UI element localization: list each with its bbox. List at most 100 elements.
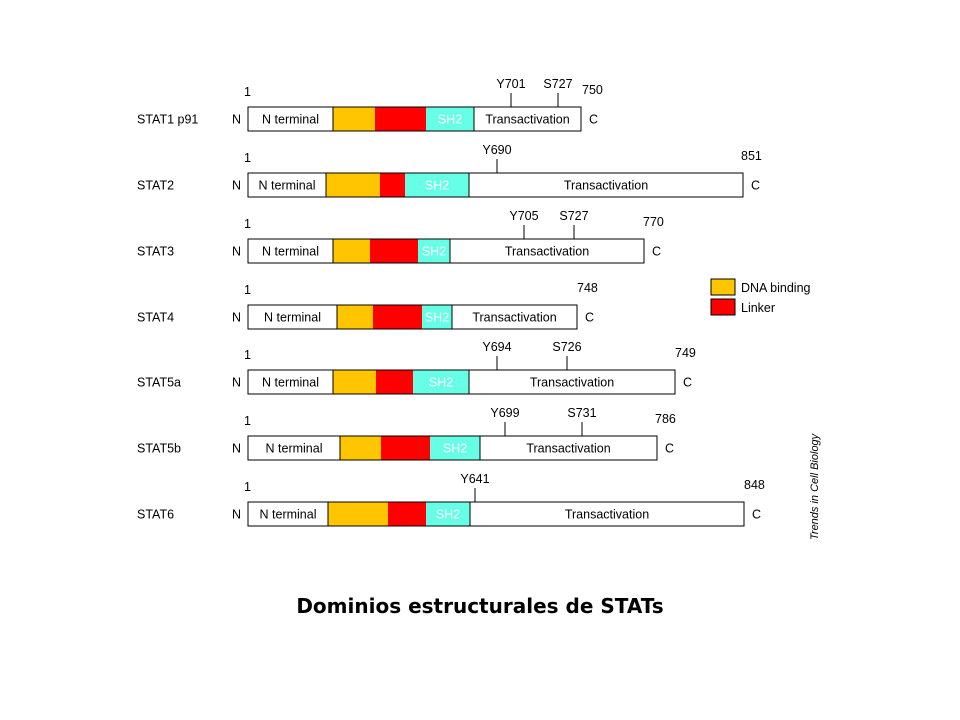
- linker-domain: [373, 305, 422, 329]
- dna-binding-domain: [333, 370, 376, 394]
- transactivation-domain: [469, 173, 743, 197]
- transactivation-domain: [470, 502, 744, 526]
- protein-row-stat5b: STAT5b N C 1 786 N terminal SH2 Transactivation…: [137, 406, 676, 461]
- protein-outline: [247, 106, 582, 132]
- linker-domain: [370, 239, 418, 263]
- n-terminus-label: N: [232, 245, 241, 259]
- dna-binding-domain: [340, 436, 381, 460]
- phosphorylation-site-label: Y705: [509, 209, 538, 223]
- phosphorylation-site-label: S727: [559, 209, 588, 223]
- protein-row-stat5a: STAT5a N C 1 749 N terminal SH2 Transactivation…: [137, 340, 696, 395]
- start-residue: 1: [244, 480, 251, 494]
- n-terminal-domain: [248, 173, 326, 197]
- start-residue: 1: [244, 217, 251, 231]
- journal-credit: Trends in Cell Biology: [809, 432, 821, 540]
- n-terminal-domain: [248, 436, 340, 460]
- transactivation-label: Transactivation: [565, 508, 649, 522]
- length-residue: 750: [582, 83, 603, 97]
- n-terminal-domain: [248, 305, 337, 329]
- sh2-label: SH2: [429, 376, 453, 390]
- length-residue: 748: [577, 281, 598, 295]
- n-terminal-domain: [248, 239, 333, 263]
- protein-outline: [247, 238, 645, 264]
- c-terminus-label: C: [683, 376, 692, 390]
- linker-domain: [375, 107, 426, 131]
- protein-row-stat2: STAT2 N C 1 851 N terminal SH2 Transactivation Y…: [137, 143, 762, 198]
- n-terminal-label: N terminal: [264, 311, 321, 325]
- legend-label-linker: Linker: [741, 301, 775, 315]
- protein-rows: STAT1 p91 N C 1 750 N terminal SH2 Transactivat…: [137, 77, 765, 527]
- phosphorylation-site-label: S727: [543, 77, 572, 91]
- c-terminus-label: C: [752, 508, 761, 522]
- phosphorylation-site-label: Y690: [482, 143, 511, 157]
- sh2-label: SH2: [443, 442, 467, 456]
- transactivation-domain: [474, 107, 581, 131]
- n-terminal-label: N terminal: [262, 113, 319, 127]
- sh2-label: SH2: [436, 508, 460, 522]
- n-terminus-label: N: [232, 508, 241, 522]
- n-terminal-label: N terminal: [262, 376, 319, 390]
- dna-binding-domain: [328, 502, 388, 526]
- start-residue: 1: [244, 414, 251, 428]
- transactivation-label: Transactivation: [526, 442, 610, 456]
- protein-name: STAT5a: [137, 376, 181, 390]
- legend-swatch-linker: [710, 298, 736, 316]
- sh2-label: SH2: [425, 311, 449, 325]
- n-terminal-label: N terminal: [260, 508, 317, 522]
- dna-binding-domain: [333, 239, 370, 263]
- legend: DNA binding Linker: [710, 278, 811, 316]
- n-terminus-label: N: [232, 442, 241, 456]
- c-terminus-label: C: [652, 245, 661, 259]
- n-terminal-domain: [248, 502, 328, 526]
- transactivation-domain: [450, 239, 644, 263]
- n-terminal-domain: [248, 107, 333, 131]
- protein-name: STAT1 p91: [137, 113, 198, 127]
- sh2-domain: [413, 370, 469, 394]
- protein-outline: [247, 435, 658, 461]
- phosphorylation-site-label: S726: [552, 340, 581, 354]
- protein-outline: [247, 501, 745, 527]
- transactivation-label: Transactivation: [472, 311, 556, 325]
- linker-domain: [376, 370, 413, 394]
- c-terminus-label: C: [585, 311, 594, 325]
- protein-name: STAT6: [137, 508, 174, 522]
- start-residue: 1: [244, 85, 251, 99]
- transactivation-domain: [480, 436, 657, 460]
- sh2-domain: [422, 305, 452, 329]
- n-terminus-label: N: [232, 113, 241, 127]
- phosphorylation-site-label: Y641: [460, 472, 489, 486]
- phosphorylation-site-label: S731: [567, 406, 596, 420]
- linker-domain: [380, 173, 405, 197]
- protein-name: STAT5b: [137, 442, 181, 456]
- n-terminus-label: N: [232, 179, 241, 193]
- dna-binding-domain: [333, 107, 375, 131]
- sh2-domain: [418, 239, 450, 263]
- linker-domain: [388, 502, 426, 526]
- length-residue: 770: [643, 215, 664, 229]
- dna-binding-domain: [326, 173, 380, 197]
- start-residue: 1: [244, 348, 251, 362]
- phosphorylation-site-label: Y701: [496, 77, 525, 91]
- sh2-label: SH2: [425, 179, 449, 193]
- n-terminus-label: N: [232, 311, 241, 325]
- figure-caption: Dominios estructurales de STATs: [296, 594, 664, 618]
- dna-binding-domain: [337, 305, 373, 329]
- n-terminal-label: N terminal: [259, 179, 316, 193]
- protein-row-stat6: STAT6 N C 1 848 N terminal SH2 Transactivation Y…: [137, 472, 765, 527]
- phosphorylation-site-label: Y699: [490, 406, 519, 420]
- transactivation-label: Transactivation: [564, 179, 648, 193]
- transactivation-label: Transactivation: [485, 113, 569, 127]
- start-residue: 1: [244, 151, 251, 165]
- n-terminal-domain: [248, 370, 333, 394]
- length-residue: 786: [655, 412, 676, 426]
- sh2-domain: [426, 502, 470, 526]
- protein-name: STAT4: [137, 311, 174, 325]
- length-residue: 749: [675, 346, 696, 360]
- legend-swatch-dna-binding: [710, 278, 736, 296]
- transactivation-label: Transactivation: [530, 376, 614, 390]
- length-residue: 848: [744, 478, 765, 492]
- protein-row-stat4: STAT4 N C 1 748 N terminal SH2 Transactivation: [137, 281, 598, 330]
- length-residue: 851: [741, 149, 762, 163]
- protein-outline: [247, 172, 744, 198]
